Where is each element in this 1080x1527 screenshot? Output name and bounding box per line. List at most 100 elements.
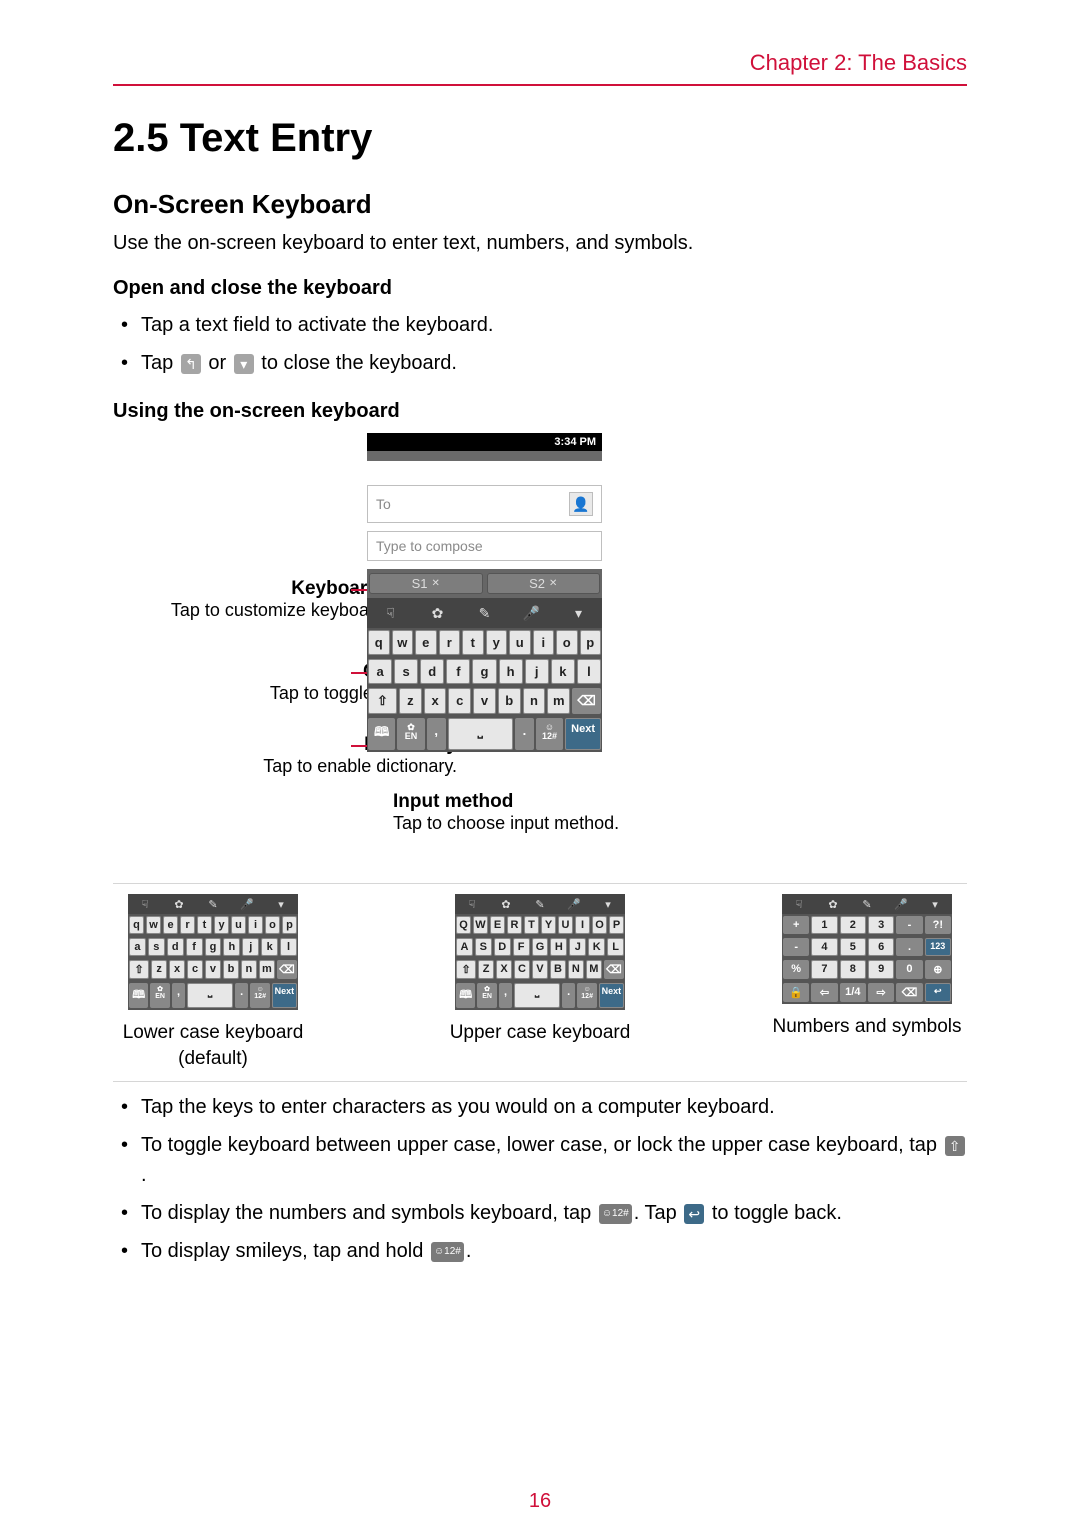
key[interactable]: ↩ [925,983,951,1002]
key[interactable]: g [205,938,222,956]
gear-icon[interactable]: ✿ [429,604,447,622]
key[interactable]: M [586,960,602,979]
mic-icon[interactable]: 🎤 [523,604,541,622]
key[interactable]: ⇦ [811,983,837,1002]
key[interactable]: ⇧ [368,688,397,714]
key[interactable]: y [214,916,229,934]
key[interactable]: 5 [840,938,866,956]
key[interactable]: b [498,688,521,714]
key[interactable]: F [513,938,530,956]
key[interactable]: m [547,688,570,714]
key[interactable]: v [473,688,496,714]
period-key[interactable]: . [515,718,534,750]
key[interactable]: R [507,916,522,934]
key[interactable]: a [368,659,392,684]
key[interactable]: ⌫ [572,688,601,714]
key[interactable]: B [550,960,566,979]
key[interactable]: l [577,659,601,684]
key[interactable]: - [896,916,922,934]
key[interactable]: c [187,960,203,979]
suggestion[interactable]: S2✕ [487,573,601,594]
key[interactable]: y [486,630,508,655]
key[interactable]: z [399,688,422,714]
hand-icon[interactable]: ☟ [382,604,400,622]
key[interactable]: I [575,916,590,934]
key[interactable]: f [186,938,203,956]
key[interactable]: p [282,916,297,934]
key[interactable]: g [472,659,496,684]
key[interactable]: a [129,938,146,956]
key[interactable]: C [514,960,530,979]
key[interactable]: 🔒 [783,983,809,1002]
key[interactable]: o [556,630,578,655]
key[interactable]: + [783,916,809,934]
key[interactable]: J [569,938,586,956]
key[interactable]: 0 [896,960,922,979]
key[interactable]: t [462,630,484,655]
key[interactable]: S [475,938,492,956]
key[interactable]: ⊕ [925,960,951,979]
key[interactable]: f [446,659,470,684]
key[interactable]: ⇧ [456,960,476,979]
key[interactable]: l [280,938,297,956]
key[interactable]: ?! [925,916,951,934]
key[interactable]: r [180,916,195,934]
key[interactable]: e [163,916,178,934]
key[interactable]: 3 [868,916,894,934]
key[interactable]: d [167,938,184,956]
key[interactable]: W [473,916,488,934]
key[interactable]: d [420,659,444,684]
key[interactable]: j [242,938,259,956]
key[interactable]: ⌫ [896,983,922,1002]
key[interactable]: - [783,938,809,956]
key[interactable]: ⌫ [277,960,297,979]
key[interactable]: k [551,659,575,684]
key[interactable]: O [592,916,607,934]
key[interactable]: V [532,960,548,979]
key[interactable]: m [259,960,275,979]
key[interactable]: u [231,916,246,934]
key[interactable]: 2 [840,916,866,934]
key[interactable]: H [550,938,567,956]
key[interactable]: b [223,960,239,979]
key[interactable]: z [151,960,167,979]
comma-key[interactable]: , [427,718,446,750]
compose-field[interactable]: Type to compose [367,531,602,561]
key[interactable]: K [588,938,605,956]
space-key[interactable]: ⎵ [448,718,513,750]
key[interactable]: w [392,630,414,655]
key[interactable]: ⇨ [868,983,894,1002]
key[interactable]: h [499,659,523,684]
key[interactable]: 1 [811,916,837,934]
key[interactable]: 1/4 [840,983,866,1002]
key[interactable]: Y [541,916,556,934]
to-field[interactable]: To 👤 [367,485,602,523]
key[interactable]: 7 [811,960,837,979]
key[interactable]: i [533,630,555,655]
key[interactable]: h [223,938,240,956]
key[interactable]: w [146,916,161,934]
key[interactable]: x [424,688,447,714]
key[interactable]: L [607,938,624,956]
key[interactable]: s [394,659,418,684]
key[interactable]: G [532,938,549,956]
suggestion[interactable]: S1✕ [369,573,483,594]
key[interactable]: 9 [868,960,894,979]
key[interactable]: x [169,960,185,979]
chevron-down-icon[interactable]: ▾ [570,604,588,622]
key[interactable]: Z [478,960,494,979]
key[interactable]: Q [456,916,471,934]
key[interactable]: E [490,916,505,934]
key[interactable]: v [205,960,221,979]
key[interactable]: k [261,938,278,956]
key[interactable]: 6 [868,938,894,956]
key[interactable]: u [509,630,531,655]
key[interactable]: c [448,688,471,714]
add-contact-icon[interactable]: 👤 [569,492,593,516]
key[interactable]: j [525,659,549,684]
key[interactable]: n [241,960,257,979]
key[interactable]: X [496,960,512,979]
key[interactable]: q [129,916,144,934]
key[interactable]: 4 [811,938,837,956]
key[interactable]: . [896,938,922,956]
